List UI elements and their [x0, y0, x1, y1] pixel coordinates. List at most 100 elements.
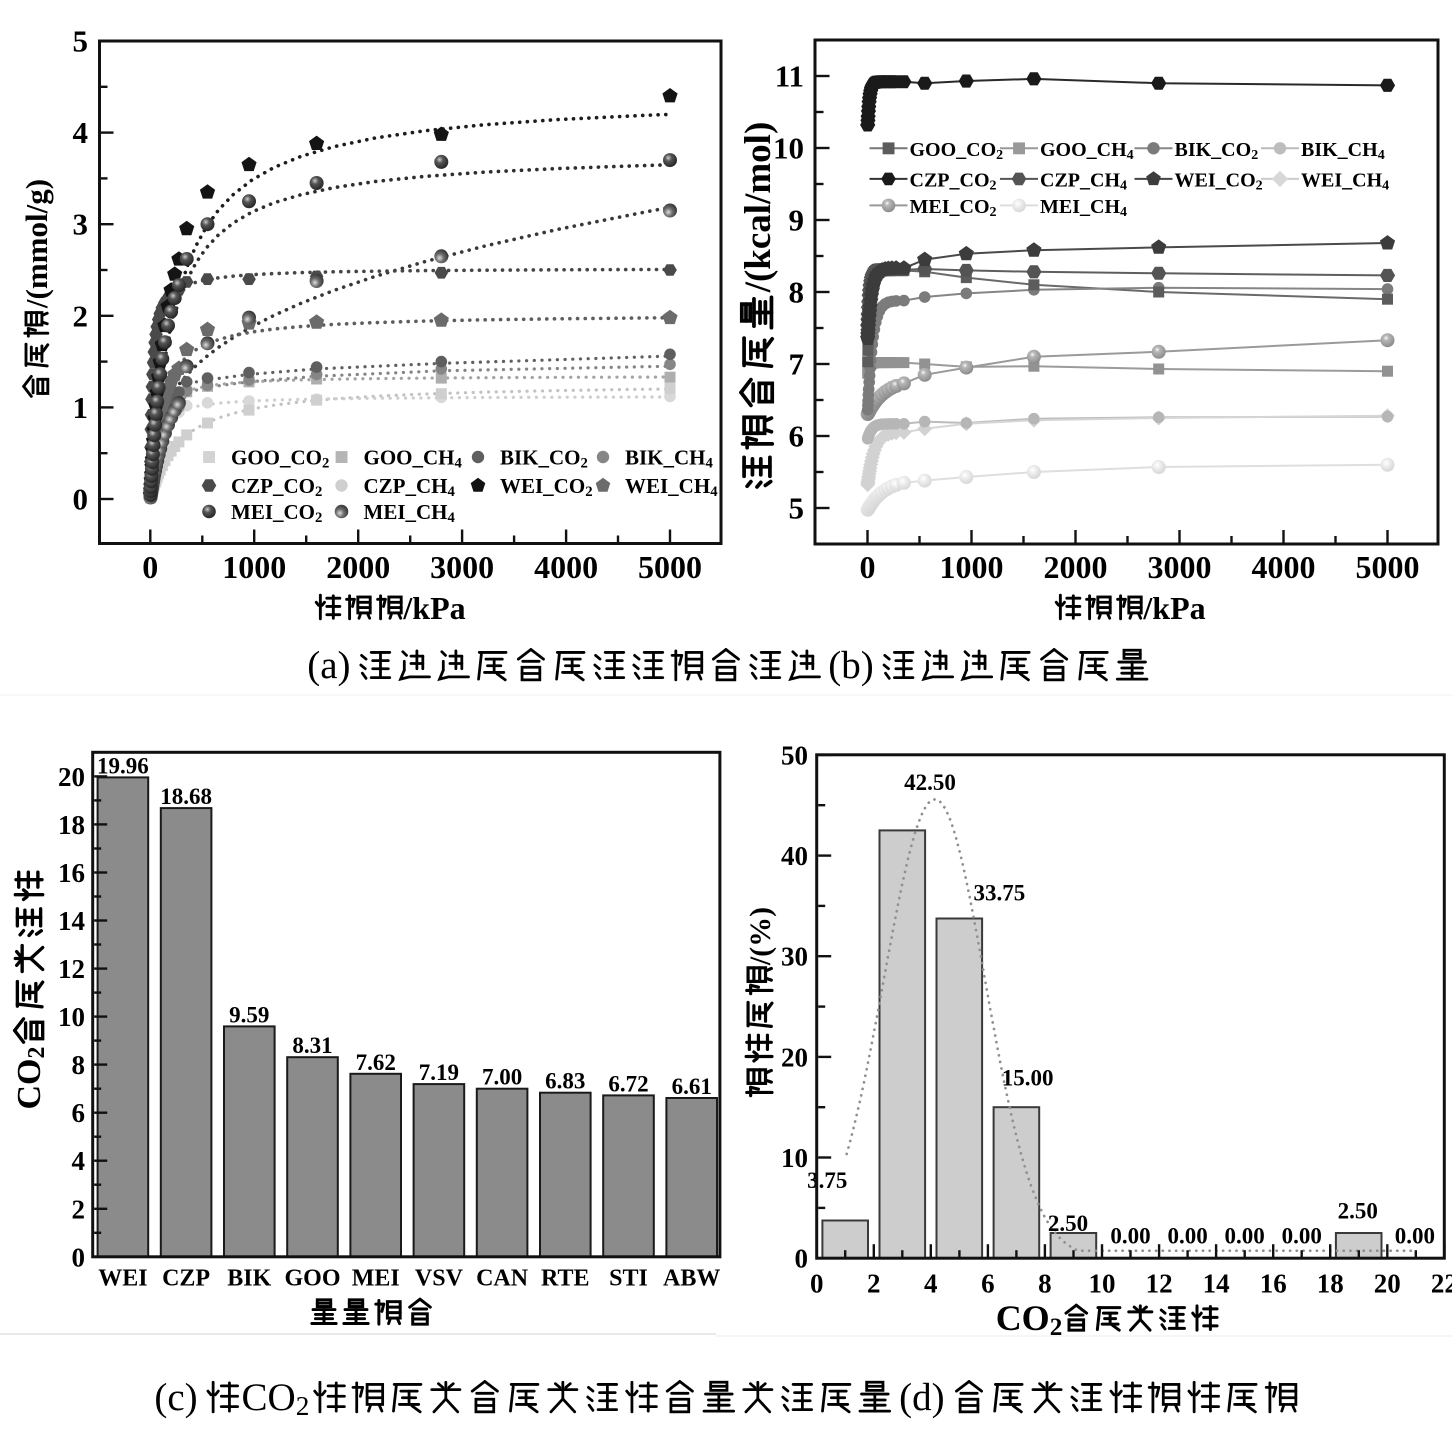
svg-text:WEI_CH4: WEI_CH4	[1301, 169, 1389, 193]
svg-text:/kPa: /kPa	[402, 590, 465, 626]
svg-text:3000: 3000	[1148, 549, 1212, 585]
svg-text:6.72: 6.72	[608, 1071, 648, 1096]
svg-text:CZP_CH4: CZP_CH4	[364, 474, 456, 500]
svg-text:WEI: WEI	[98, 1266, 147, 1292]
svg-text:5000: 5000	[638, 549, 702, 585]
svg-text:2: 2	[73, 298, 89, 333]
svg-text:10: 10	[1089, 1269, 1116, 1299]
svg-text:5: 5	[73, 24, 89, 59]
svg-text:(c): (c)	[154, 1376, 197, 1419]
svg-text:GOO_CH4: GOO_CH4	[1040, 139, 1134, 163]
svg-text:(b): (b)	[828, 644, 873, 687]
svg-text:6: 6	[789, 419, 805, 454]
svg-text:6: 6	[981, 1269, 995, 1299]
svg-text:CAN: CAN	[476, 1266, 529, 1292]
svg-text:WEI_CO2: WEI_CO2	[500, 474, 593, 500]
svg-text:0.00: 0.00	[1282, 1223, 1322, 1248]
svg-text:1000: 1000	[222, 549, 286, 585]
svg-text:4000: 4000	[534, 549, 598, 585]
svg-text:7: 7	[789, 347, 805, 382]
svg-text:6.61: 6.61	[672, 1074, 712, 1099]
svg-text:20: 20	[1374, 1269, 1401, 1299]
svg-text:9.59: 9.59	[229, 1002, 269, 1027]
svg-text:12: 12	[58, 954, 85, 984]
svg-text:8: 8	[72, 1050, 86, 1080]
svg-text:GOO_CH4: GOO_CH4	[364, 446, 463, 472]
svg-text:10: 10	[773, 131, 804, 166]
svg-text:6: 6	[72, 1098, 86, 1128]
svg-text:4: 4	[72, 1146, 86, 1176]
svg-text:CZP: CZP	[162, 1266, 210, 1292]
svg-text:11: 11	[775, 59, 804, 94]
svg-text:8.31: 8.31	[292, 1033, 332, 1058]
svg-text:12: 12	[1146, 1269, 1173, 1299]
svg-text:CZP_CH4: CZP_CH4	[1040, 169, 1127, 193]
svg-text:VSV: VSV	[415, 1266, 464, 1292]
svg-text:7.19: 7.19	[419, 1060, 459, 1085]
svg-text:/kPa: /kPa	[1142, 590, 1205, 626]
svg-text:2: 2	[72, 1194, 86, 1224]
svg-text:0: 0	[810, 1269, 824, 1299]
svg-text:MEI_CH4: MEI_CH4	[1040, 196, 1127, 220]
svg-text:/(%): /(%)	[744, 907, 777, 966]
svg-text:10: 10	[58, 1002, 85, 1032]
svg-text:MEI: MEI	[352, 1266, 400, 1292]
svg-text:14: 14	[1203, 1269, 1230, 1299]
svg-text:5: 5	[789, 491, 805, 526]
svg-text:2.50: 2.50	[1048, 1211, 1088, 1236]
svg-text:14: 14	[58, 906, 85, 936]
svg-text:0.00: 0.00	[1224, 1223, 1264, 1248]
svg-text:19.96: 19.96	[97, 753, 149, 778]
svg-text:18: 18	[58, 810, 85, 840]
svg-text:BIK_CH4: BIK_CH4	[1301, 139, 1385, 163]
svg-text:GOO_CO2: GOO_CO2	[231, 446, 329, 472]
svg-text:18: 18	[1317, 1269, 1344, 1299]
svg-text:5000: 5000	[1356, 549, 1420, 585]
svg-text:16: 16	[58, 858, 85, 888]
svg-text:18.68: 18.68	[160, 784, 212, 809]
svg-text:1: 1	[73, 390, 89, 425]
svg-text:STI: STI	[609, 1266, 648, 1292]
svg-text:(a): (a)	[307, 644, 350, 687]
svg-text:BIK_CO2: BIK_CO2	[500, 446, 588, 472]
svg-text:2000: 2000	[1044, 549, 1108, 585]
svg-text:MEI_CO2: MEI_CO2	[910, 196, 997, 220]
svg-text:6.83: 6.83	[545, 1069, 585, 1094]
svg-text:8: 8	[1038, 1269, 1052, 1299]
svg-text:8: 8	[789, 275, 805, 310]
svg-text:20: 20	[58, 762, 85, 792]
svg-text:RTE: RTE	[541, 1266, 590, 1292]
svg-text:7.00: 7.00	[482, 1065, 522, 1090]
svg-text:2: 2	[867, 1269, 881, 1299]
svg-text:ABW: ABW	[663, 1266, 720, 1292]
svg-text:2.50: 2.50	[1338, 1198, 1378, 1223]
svg-text:50: 50	[781, 740, 808, 770]
svg-text:42.50: 42.50	[904, 770, 956, 795]
svg-text:3000: 3000	[430, 549, 494, 585]
svg-text:3: 3	[73, 207, 89, 242]
svg-text:1000: 1000	[940, 549, 1004, 585]
svg-text:WEI_CH4: WEI_CH4	[625, 474, 718, 500]
svg-text:GOO_CO2: GOO_CO2	[910, 139, 1004, 163]
svg-text:15.00: 15.00	[1002, 1066, 1054, 1091]
svg-text:10: 10	[781, 1143, 808, 1173]
svg-text:BIK_CH4: BIK_CH4	[625, 446, 714, 472]
svg-text:/(kcal/mol): /(kcal/mol)	[738, 122, 779, 294]
svg-text:CZP_CO2: CZP_CO2	[910, 169, 997, 193]
svg-text:20: 20	[781, 1042, 808, 1072]
svg-text:0.00: 0.00	[1395, 1223, 1435, 1248]
svg-text:WEI_CO2: WEI_CO2	[1175, 169, 1263, 193]
svg-text:22: 22	[1431, 1269, 1452, 1299]
svg-text:33.75: 33.75	[974, 881, 1026, 906]
svg-text:7.62: 7.62	[356, 1050, 396, 1075]
svg-text:3.75: 3.75	[807, 1168, 847, 1193]
svg-text:GOO: GOO	[284, 1266, 340, 1292]
svg-text:0: 0	[142, 549, 158, 585]
svg-text:30: 30	[781, 942, 808, 972]
svg-text:0: 0	[72, 1242, 86, 1272]
svg-text:16: 16	[1260, 1269, 1287, 1299]
svg-text:0: 0	[860, 549, 876, 585]
svg-text:4: 4	[73, 115, 89, 150]
svg-text:40: 40	[781, 841, 808, 871]
svg-text:/(mmol/g): /(mmol/g)	[19, 179, 54, 309]
